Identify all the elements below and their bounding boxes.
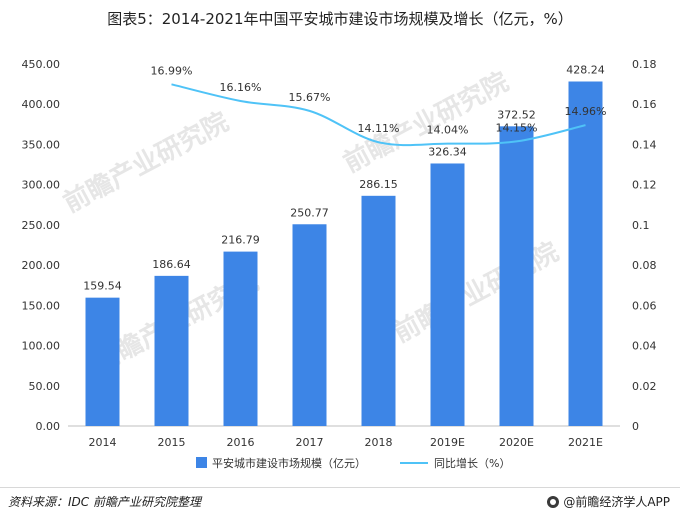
x-tick-label: 2019E	[430, 436, 465, 449]
bar	[568, 81, 603, 427]
line-data-label: 15.67%	[289, 91, 331, 104]
bar-data-label: 286.15	[359, 178, 398, 191]
legend: 平安城市建设市场规模（亿元） 同比增长（%）	[196, 456, 510, 470]
legend-bar-swatch	[196, 457, 207, 468]
bar-series: 159.54 186.64 216.79 250.77 286.15 326.34 372.…	[83, 64, 605, 427]
y-right-tick-label: 0.04	[632, 340, 657, 353]
legend-bar-label: 平安城市建设市场规模（亿元）	[212, 456, 366, 470]
bar-data-label: 186.64	[152, 258, 191, 271]
legend-line-label: 同比增长（%）	[434, 456, 510, 470]
y-right-tick-label: 0.06	[632, 299, 657, 312]
axes: 0.00 50.00 100.00 150.00 200.00 250.00 300.00 3…	[22, 58, 657, 449]
growth-line	[171, 83, 586, 147]
bar	[430, 163, 465, 426]
y-left-tick-label: 0.00	[36, 420, 61, 433]
bar	[292, 224, 327, 426]
bar-data-label: 250.77	[290, 206, 329, 219]
footer-source: 资料来源：IDC 前瞻产业研究院整理	[8, 495, 201, 509]
y-left-tick-label: 200.00	[22, 259, 61, 272]
y-left-tick-label: 350.00	[22, 138, 61, 151]
y-right-tick-label: 0.1	[632, 219, 650, 232]
bar	[499, 126, 534, 426]
line-data-label: 14.11%	[358, 122, 400, 135]
line-data-label: 14.04%	[427, 124, 469, 137]
footer-brand-label: @前瞻经济学人APP	[563, 495, 670, 509]
bar	[154, 275, 189, 426]
x-tick-label: 2018	[365, 436, 393, 449]
y-left-tick-label: 250.00	[22, 219, 61, 232]
brand-logo-icon	[547, 495, 560, 508]
line-data-label: 16.99%	[151, 64, 193, 77]
line-series: 16.99% 16.16% 15.67% 14.11% 14.04% 14.15% 14.9…	[151, 64, 607, 147]
x-tick-label: 2021E	[568, 436, 603, 449]
y-left-tick-label: 50.00	[29, 380, 61, 393]
chart-title: 图表5：2014-2021年中国平安城市建设市场规模及增长（亿元，%）	[107, 10, 573, 28]
bar-data-label: 428.24	[566, 64, 605, 77]
bar	[361, 195, 396, 426]
bar-data-label: 159.54	[83, 280, 122, 293]
y-right-tick-label: 0.02	[632, 380, 657, 393]
line-data-label: 16.16%	[220, 81, 262, 94]
bar	[223, 251, 258, 426]
x-tick-label: 2016	[227, 436, 255, 449]
y-right-tick-label: 0.16	[632, 98, 657, 111]
x-tick-label: 2017	[296, 436, 324, 449]
bar	[85, 297, 120, 426]
y-right-tick-label: 0.12	[632, 179, 657, 192]
footer-brand: @前瞻经济学人APP	[547, 493, 670, 510]
y-right-tick-label: 0.08	[632, 259, 657, 272]
y-right-tick-label: 0.18	[632, 58, 657, 71]
watermark-text: 前瞻产业研究院	[58, 106, 233, 219]
footer-divider	[0, 487, 680, 488]
y-left-tick-label: 400.00	[22, 98, 61, 111]
y-right-tick-label: 0	[632, 420, 639, 433]
x-tick-label: 2015	[158, 436, 186, 449]
x-tick-label: 2014	[89, 436, 117, 449]
line-data-label: 14.15%	[496, 121, 538, 134]
y-left-tick-label: 150.00	[22, 299, 61, 312]
y-right-tick-label: 0.14	[632, 138, 657, 151]
bar-data-label: 326.34	[428, 145, 467, 158]
y-left-tick-label: 300.00	[22, 179, 61, 192]
watermark-text: 前瞻产业研究院	[388, 236, 563, 349]
y-left-tick-label: 100.00	[22, 340, 61, 353]
bar-data-label: 372.52	[497, 108, 536, 121]
bar-data-label: 216.79	[221, 234, 260, 247]
line-data-label: 14.96%	[565, 105, 607, 118]
x-tick-label: 2020E	[499, 436, 534, 449]
y-left-tick-label: 450.00	[22, 58, 61, 71]
